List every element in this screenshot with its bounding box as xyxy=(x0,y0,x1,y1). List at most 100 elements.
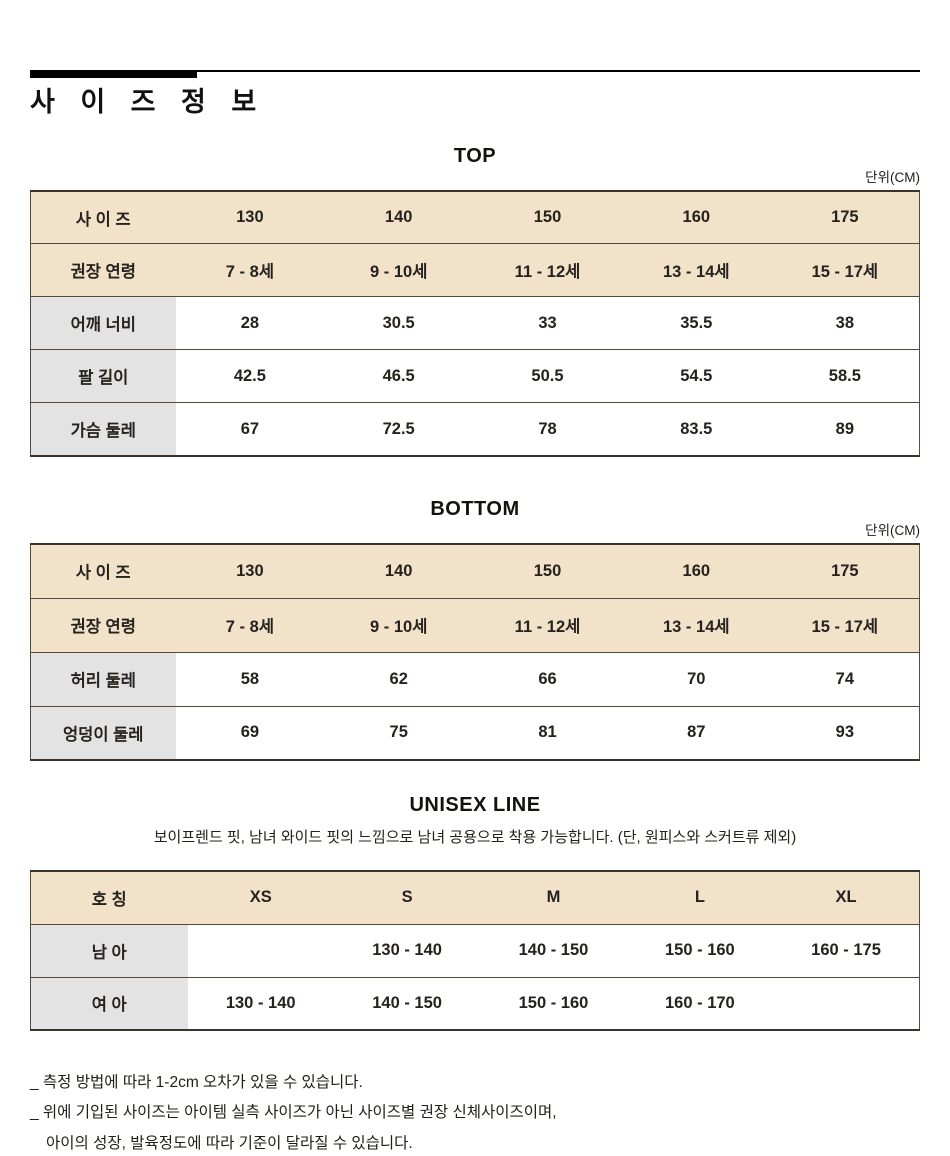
table-cell: 33 xyxy=(473,296,622,350)
top-size-table: 사 이 즈 130 140 150 160 175 권장 연령 7 - 8세 9 - 10세 11… xyxy=(30,189,920,457)
table-cell: 75 xyxy=(324,706,474,761)
table-cell: 140 - 150 xyxy=(333,977,481,1031)
table-cell: 30.5 xyxy=(324,296,474,350)
table-row: 어깨 너비 28 30.5 33 35.5 38 xyxy=(30,296,920,350)
bottom-heading: BOTTOM xyxy=(430,497,520,520)
row-label: 팔 길이 xyxy=(30,349,176,403)
table-cell: 13 - 14세 xyxy=(621,243,771,297)
table-cell: 38 xyxy=(770,296,920,350)
table-header-row: 권장 연령 7 - 8세 9 - 10세 11 - 12세 13 - 14세 15 - 1… xyxy=(30,598,920,653)
footnote-body-size: _ 위에 기입된 사이즈는 아이템 실측 사이즈가 아닌 사이즈별 권장 신체사… xyxy=(30,1104,557,1122)
table-cell: 50.5 xyxy=(473,349,622,403)
row-label: 사 이 즈 xyxy=(30,190,176,244)
top-unit-label: 단위(CM) xyxy=(865,169,920,185)
table-cell: 66 xyxy=(473,652,622,707)
table-row: 가슴 둘레 67 72.5 78 83.5 89 xyxy=(30,402,920,456)
table-row: 팔 길이 42.5 46.5 50.5 54.5 58.5 xyxy=(30,349,920,403)
table-cell: 69 xyxy=(175,706,325,761)
table-cell: 160 xyxy=(621,544,771,599)
table-cell: 7 - 8세 xyxy=(175,598,325,653)
table-cell: 9 - 10세 xyxy=(324,598,474,653)
table-cell: 42.5 xyxy=(175,349,325,403)
table-cell: 140 xyxy=(324,544,474,599)
table-cell: 81 xyxy=(473,706,622,761)
table-cell: 70 xyxy=(621,652,771,707)
table-cell: 15 - 17세 xyxy=(770,243,920,297)
table-cell: 78 xyxy=(473,402,622,456)
table-row: 엉덩이 둘레 69 75 81 87 93 xyxy=(30,706,920,761)
table-cell: S xyxy=(333,871,481,925)
table-cell: 150 xyxy=(473,544,622,599)
table-cell: 58.5 xyxy=(770,349,920,403)
table-cell: 160 xyxy=(621,190,771,244)
bottom-unit-label: 단위(CM) xyxy=(865,522,920,538)
table-cell: 150 - 160 xyxy=(480,977,627,1031)
row-label: 호 칭 xyxy=(30,871,188,925)
row-label: 남 아 xyxy=(30,924,188,978)
table-cell: 35.5 xyxy=(621,296,771,350)
row-label: 여 아 xyxy=(30,977,188,1031)
table-row: 남 아 130 - 140 140 - 150 150 - 160 160 - 175 xyxy=(30,924,920,978)
table-cell: 13 - 14세 xyxy=(621,598,771,653)
row-label: 사 이 즈 xyxy=(30,544,176,599)
table-cell: 62 xyxy=(324,652,474,707)
table-cell: 160 - 175 xyxy=(773,924,920,978)
table-cell: 28 xyxy=(175,296,325,350)
table-cell: 130 xyxy=(175,544,325,599)
table-cell: 58 xyxy=(175,652,325,707)
table-cell: XL xyxy=(773,871,920,925)
table-header-row: 사 이 즈 130 140 150 160 175 xyxy=(30,544,920,599)
table-header-row: 사 이 즈 130 140 150 160 175 xyxy=(30,190,920,244)
table-row: 여 아 130 - 140 140 - 150 150 - 160 160 - 170 xyxy=(30,977,920,1031)
table-cell: 9 - 10세 xyxy=(324,243,474,297)
title-divider xyxy=(30,70,920,78)
row-label: 엉덩이 둘레 xyxy=(30,706,176,761)
table-cell: 15 - 17세 xyxy=(770,598,920,653)
table-cell: 74 xyxy=(770,652,920,707)
table-cell: XS xyxy=(187,871,334,925)
table-cell: 11 - 12세 xyxy=(473,598,622,653)
table-cell: 11 - 12세 xyxy=(473,243,622,297)
page-title: 사 이 즈 정 보 xyxy=(30,87,266,117)
table-cell: 93 xyxy=(770,706,920,761)
table-cell: 160 - 170 xyxy=(626,977,774,1031)
table-header-row: 호 칭 XS S M L XL xyxy=(30,871,920,925)
size-info-page: 사 이 즈 정 보 TOP 단위(CM) 사 이 즈 130 140 150 160 17… xyxy=(30,0,920,1153)
row-label: 허리 둘레 xyxy=(30,652,176,707)
table-cell: 72.5 xyxy=(324,402,474,456)
table-cell: 140 xyxy=(324,190,474,244)
table-cell: 130 - 140 xyxy=(333,924,481,978)
table-cell: L xyxy=(626,871,774,925)
table-cell: 83.5 xyxy=(621,402,771,456)
table-cell: 89 xyxy=(770,402,920,456)
top-heading: TOP xyxy=(453,144,497,167)
row-label: 가슴 둘레 xyxy=(30,402,176,456)
section-unisex: UNISEX LINE 보이프렌드 핏, 남녀 와이드 핏의 느낌으로 남녀 공… xyxy=(30,793,920,1032)
table-header-row: 권장 연령 7 - 8세 9 - 10세 11 - 12세 13 - 14세 15 - 1… xyxy=(30,243,920,297)
table-cell: 150 xyxy=(473,190,622,244)
section-top: TOP 단위(CM) 사 이 즈 130 140 150 160 175 권장 연령 7 - … xyxy=(30,144,920,457)
table-cell: 46.5 xyxy=(324,349,474,403)
table-cell xyxy=(773,977,920,1031)
row-label: 권장 연령 xyxy=(30,598,176,653)
row-label: 권장 연령 xyxy=(30,243,176,297)
table-cell: M xyxy=(480,871,627,925)
table-cell xyxy=(187,924,334,978)
table-cell: 175 xyxy=(770,190,920,244)
table-row: 허리 둘레 58 62 66 70 74 xyxy=(30,652,920,707)
unisex-subtitle: 보이프렌드 핏, 남녀 와이드 핏의 느낌으로 남녀 공용으로 착용 가능합니다… xyxy=(153,829,797,847)
bottom-size-table: 사 이 즈 130 140 150 160 175 권장 연령 7 - 8세 9 - 10세 11… xyxy=(30,543,920,762)
footnote-measurement: _ 측정 방법에 따라 1-2cm 오차가 있을 수 있습니다. xyxy=(30,1074,363,1092)
table-cell: 175 xyxy=(770,544,920,599)
table-cell: 150 - 160 xyxy=(626,924,774,978)
table-cell: 54.5 xyxy=(621,349,771,403)
unisex-size-table: 호 칭 XS S M L XL 남 아 130 - 140 140 - 150 150 - 160… xyxy=(30,870,920,1032)
table-cell: 67 xyxy=(175,402,325,456)
table-cell: 130 - 140 xyxy=(187,977,334,1031)
row-label: 어깨 너비 xyxy=(30,296,176,350)
unisex-heading: UNISEX LINE xyxy=(409,794,541,817)
table-cell: 7 - 8세 xyxy=(175,243,325,297)
footnote-growth: 아이의 성장, 발육정도에 따라 기준이 달라질 수 있습니다. xyxy=(46,1134,413,1152)
title-accent-bar xyxy=(30,70,197,78)
footnotes: _ 측정 방법에 따라 1-2cm 오차가 있을 수 있습니다. _ 위에 기입… xyxy=(30,1073,920,1153)
